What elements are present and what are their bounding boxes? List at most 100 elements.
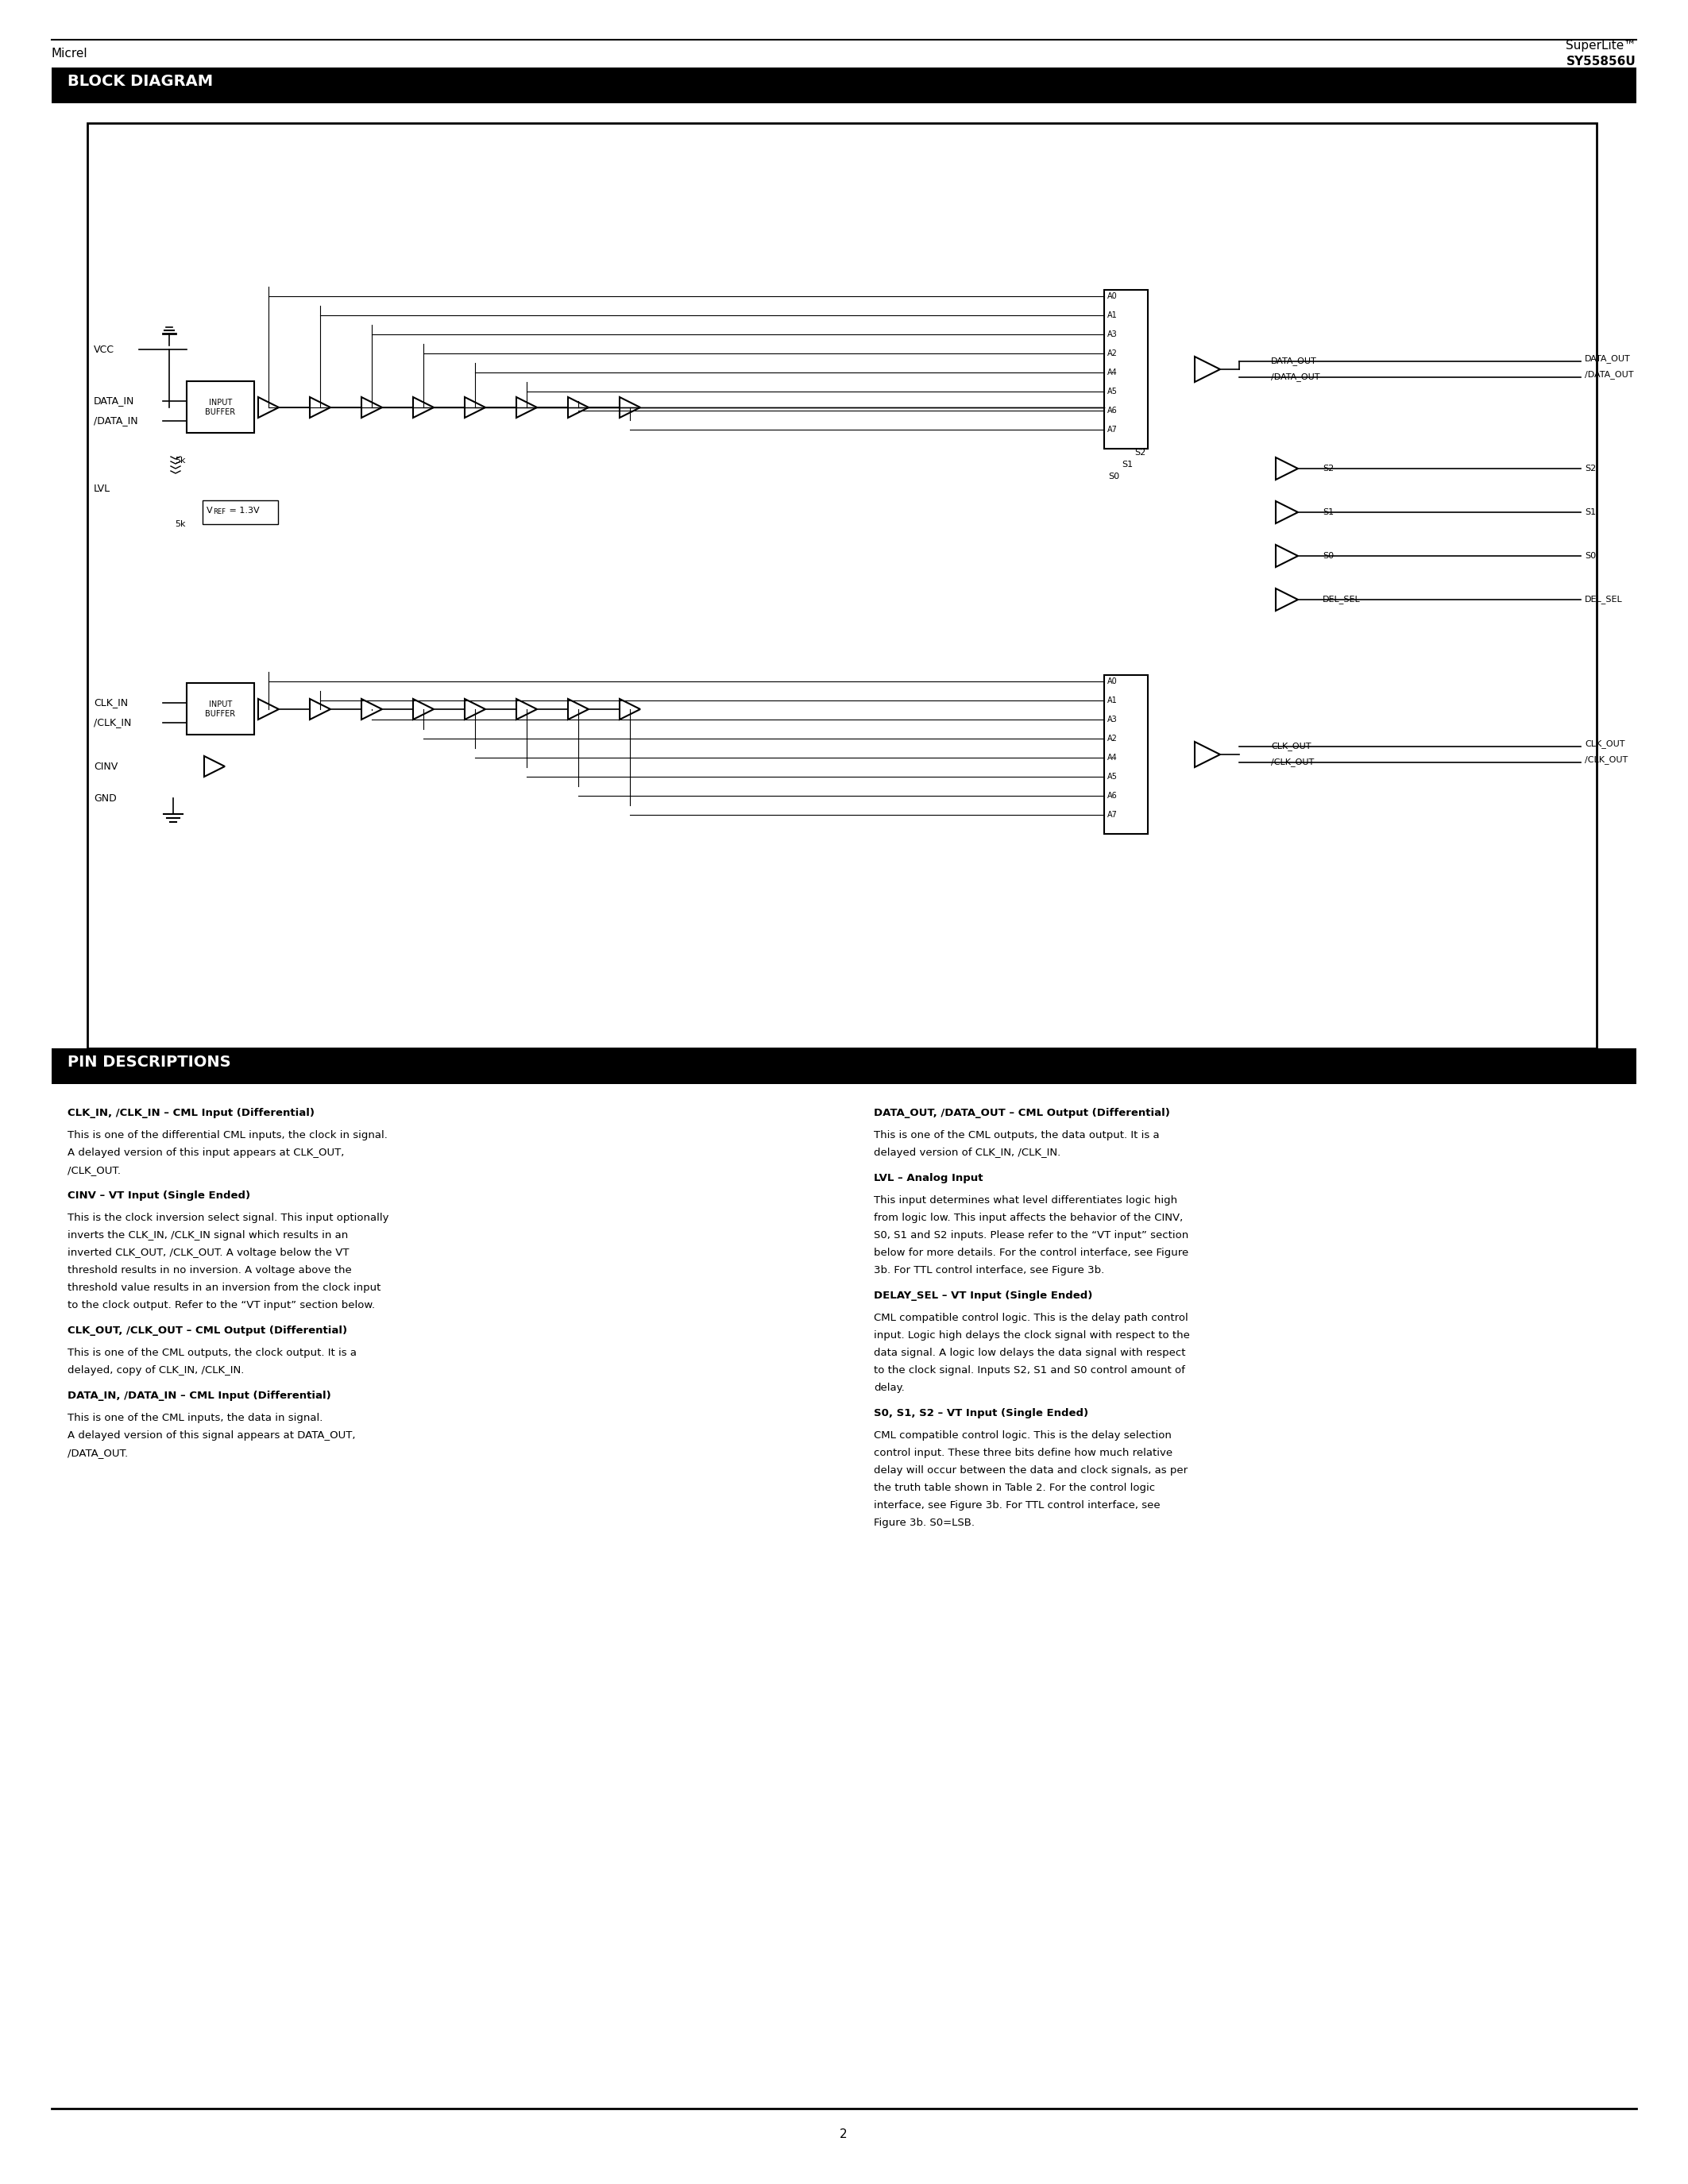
Text: DATA_OUT: DATA_OUT (1271, 356, 1317, 365)
Text: DATA_OUT: DATA_OUT (1585, 354, 1631, 363)
Text: S2: S2 (1585, 465, 1597, 472)
Text: A1: A1 (1107, 312, 1117, 319)
Text: This input determines what level differentiates logic high: This input determines what level differe… (874, 1195, 1177, 1206)
Text: A5: A5 (1107, 387, 1117, 395)
Text: 3b. For TTL control interface, see Figure 3b.: 3b. For TTL control interface, see Figur… (874, 1265, 1104, 1275)
Polygon shape (258, 699, 279, 719)
Polygon shape (517, 397, 537, 417)
Text: A4: A4 (1107, 753, 1117, 762)
Text: REF: REF (213, 509, 226, 515)
Text: A7: A7 (1107, 426, 1117, 435)
Text: control input. These three bits define how much relative: control input. These three bits define h… (874, 1448, 1173, 1459)
Polygon shape (361, 699, 381, 719)
Text: 2: 2 (841, 2129, 847, 2140)
Text: input. Logic high delays the clock signal with respect to the: input. Logic high delays the clock signa… (874, 1330, 1190, 1341)
Text: 5k: 5k (176, 456, 186, 465)
Polygon shape (567, 699, 589, 719)
Text: INPUT: INPUT (209, 397, 231, 406)
Text: delayed, copy of CLK_IN, /CLK_IN.: delayed, copy of CLK_IN, /CLK_IN. (68, 1365, 245, 1376)
Text: CLK_IN: CLK_IN (95, 697, 128, 708)
Bar (1104, 675, 1148, 834)
Text: delay will occur between the data and clock signals, as per: delay will occur between the data and cl… (874, 1465, 1188, 1476)
Bar (1104, 290, 1148, 448)
Text: to the clock output. Refer to the “VT input” section below.: to the clock output. Refer to the “VT in… (68, 1299, 375, 1310)
Text: BUFFER: BUFFER (206, 710, 236, 719)
Polygon shape (311, 699, 331, 719)
Text: DEL_SEL: DEL_SEL (1323, 596, 1361, 605)
Polygon shape (619, 397, 640, 417)
Text: S1: S1 (1121, 461, 1133, 470)
Polygon shape (1276, 456, 1298, 480)
Text: CINV: CINV (95, 762, 118, 771)
Text: A3: A3 (1107, 716, 1117, 723)
Text: DELAY_SEL – VT Input (Single Ended): DELAY_SEL – VT Input (Single Ended) (874, 1291, 1092, 1302)
Text: This is one of the CML inputs, the data in signal.: This is one of the CML inputs, the data … (68, 1413, 322, 1424)
Text: inverts the CLK_IN, /CLK_IN signal which results in an: inverts the CLK_IN, /CLK_IN signal which… (68, 1230, 348, 1241)
Polygon shape (464, 699, 486, 719)
Text: S0, S1 and S2 inputs. Please refer to the “VT input” section: S0, S1 and S2 inputs. Please refer to th… (874, 1230, 1188, 1241)
Text: = 1.3V: = 1.3V (226, 507, 260, 515)
Text: GND: GND (95, 793, 116, 804)
Text: A0: A0 (1107, 293, 1117, 299)
Text: This is one of the differential CML inputs, the clock in signal.: This is one of the differential CML inpu… (68, 1129, 388, 1140)
Text: Figure 3b. S0=LSB.: Figure 3b. S0=LSB. (874, 1518, 974, 1529)
Bar (187, 684, 255, 734)
Polygon shape (361, 397, 381, 417)
Text: A5: A5 (1107, 773, 1117, 780)
Text: Micrel: Micrel (52, 48, 88, 59)
Text: LVL – Analog Input: LVL – Analog Input (874, 1173, 982, 1184)
Text: DATA_IN: DATA_IN (95, 395, 135, 406)
Bar (52, 1048, 1636, 1083)
Text: This is one of the CML outputs, the clock output. It is a: This is one of the CML outputs, the cloc… (68, 1348, 356, 1358)
Text: VCC: VCC (95, 345, 115, 354)
Text: threshold value results in an inversion from the clock input: threshold value results in an inversion … (68, 1282, 381, 1293)
Text: delayed version of CLK_IN, /CLK_IN.: delayed version of CLK_IN, /CLK_IN. (874, 1147, 1060, 1158)
Polygon shape (517, 699, 537, 719)
Text: S0: S0 (1585, 553, 1595, 559)
Bar (88, 122, 1597, 1048)
Text: below for more details. For the control interface, see Figure: below for more details. For the control … (874, 1247, 1188, 1258)
Text: threshold results in no inversion. A voltage above the: threshold results in no inversion. A vol… (68, 1265, 351, 1275)
Polygon shape (1195, 356, 1220, 382)
Text: A7: A7 (1107, 810, 1117, 819)
Text: LVL: LVL (95, 483, 110, 494)
Polygon shape (1276, 544, 1298, 568)
Text: S0, S1, S2 – VT Input (Single Ended): S0, S1, S2 – VT Input (Single Ended) (874, 1409, 1089, 1417)
Text: /DATA_OUT.: /DATA_OUT. (68, 1448, 128, 1459)
Text: V: V (206, 507, 213, 515)
Text: A delayed version of this signal appears at DATA_OUT,: A delayed version of this signal appears… (68, 1431, 356, 1441)
Text: the truth table shown in Table 2. For the control logic: the truth table shown in Table 2. For th… (874, 1483, 1155, 1494)
Text: data signal. A logic low delays the data signal with respect: data signal. A logic low delays the data… (874, 1348, 1185, 1358)
Text: /CLK_OUT: /CLK_OUT (1271, 758, 1313, 767)
Text: SuperLite™: SuperLite™ (1566, 39, 1636, 52)
Polygon shape (204, 756, 225, 778)
Text: S1: S1 (1323, 509, 1334, 515)
Text: /CLK_IN: /CLK_IN (95, 719, 132, 727)
Text: A4: A4 (1107, 369, 1117, 376)
Text: delay.: delay. (874, 1382, 905, 1393)
Polygon shape (567, 397, 589, 417)
Text: A6: A6 (1107, 793, 1117, 799)
Text: S1: S1 (1585, 509, 1595, 515)
Text: PIN DESCRIPTIONS: PIN DESCRIPTIONS (68, 1055, 231, 1070)
Text: S2: S2 (1323, 465, 1334, 472)
Text: A3: A3 (1107, 330, 1117, 339)
Text: A2: A2 (1107, 349, 1117, 358)
Bar (203, 500, 279, 524)
Text: A6: A6 (1107, 406, 1117, 415)
Polygon shape (464, 397, 486, 417)
Polygon shape (311, 397, 331, 417)
Text: inverted CLK_OUT, /CLK_OUT. A voltage below the VT: inverted CLK_OUT, /CLK_OUT. A voltage be… (68, 1247, 349, 1258)
Polygon shape (1195, 743, 1220, 767)
Polygon shape (1276, 587, 1298, 612)
Text: DATA_IN, /DATA_IN – CML Input (Differential): DATA_IN, /DATA_IN – CML Input (Different… (68, 1391, 331, 1400)
Text: /CLK_OUT: /CLK_OUT (1585, 756, 1627, 764)
Text: S0: S0 (1323, 553, 1334, 559)
Text: CLK_IN, /CLK_IN – CML Input (Differential): CLK_IN, /CLK_IN – CML Input (Differentia… (68, 1107, 314, 1118)
Text: This is the clock inversion select signal. This input optionally: This is the clock inversion select signa… (68, 1212, 388, 1223)
Polygon shape (258, 397, 279, 417)
Bar (187, 382, 255, 432)
Text: A2: A2 (1107, 734, 1117, 743)
Text: CLK_OUT: CLK_OUT (1585, 740, 1626, 749)
Text: /DATA_OUT: /DATA_OUT (1271, 373, 1320, 382)
